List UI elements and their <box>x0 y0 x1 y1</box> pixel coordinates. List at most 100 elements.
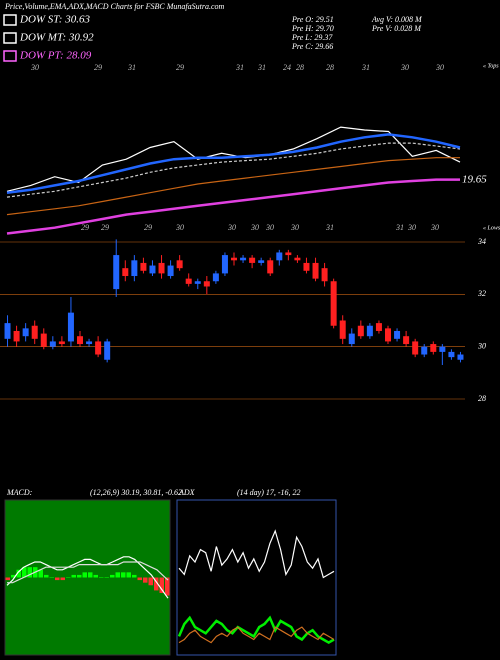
candle-body <box>49 341 56 347</box>
candle-body <box>276 252 283 261</box>
legend-swatch <box>3 50 17 62</box>
candle-body <box>40 333 47 347</box>
candle-body <box>13 330 20 342</box>
legend-label: DOW PT: 28.09 <box>19 50 92 62</box>
y-tick-label: 28 <box>478 394 486 403</box>
candle-body <box>385 328 391 342</box>
histogram-bar <box>148 577 153 586</box>
candle-body <box>167 265 174 277</box>
panel-label: MACD: <box>6 488 33 497</box>
histogram-bar <box>93 574 98 578</box>
date-label: 28 <box>326 63 334 72</box>
date-label: 24 <box>283 63 291 72</box>
line-series <box>6 142 461 198</box>
histogram-bar <box>66 577 71 578</box>
legend-swatch <box>3 32 17 44</box>
line-series <box>6 157 460 216</box>
candle-body <box>58 341 65 345</box>
page-title: Price,Volume,EMA,ADX,MACD Charts for FSB… <box>4 2 225 11</box>
candle-body <box>77 336 83 345</box>
stat-label: Pre O: 29.51 <box>291 15 334 24</box>
date-label: 30 <box>250 223 259 232</box>
candle-body <box>348 333 355 345</box>
histogram-bar <box>121 572 126 578</box>
candle-body <box>249 257 256 263</box>
candle-body <box>421 346 428 355</box>
histogram-bar <box>137 577 142 581</box>
candle-body <box>240 257 247 261</box>
histogram-bar <box>110 574 115 578</box>
line-series <box>6 133 461 194</box>
candle-body <box>330 281 337 326</box>
histogram-bar <box>104 577 109 578</box>
candle-body <box>122 268 129 277</box>
annotation: 19.65 <box>462 174 487 186</box>
candle-body <box>294 257 301 261</box>
candle-body <box>448 351 455 358</box>
legend-label: DOW ST: 30.63 <box>19 14 90 26</box>
candle-body <box>212 273 219 282</box>
candle-body <box>439 346 446 352</box>
histogram-bar <box>88 572 93 578</box>
candle-body <box>403 336 410 345</box>
candle-body <box>149 265 156 274</box>
histogram-bar <box>27 567 32 578</box>
date-label: 30 <box>430 223 439 232</box>
y-tick-label: 30 <box>477 341 486 350</box>
panel-background <box>4 499 171 656</box>
date-label: 30 <box>265 223 274 232</box>
candle-body <box>22 328 29 337</box>
stat-label: Pre L: 29.37 <box>291 33 333 42</box>
candle-body <box>258 260 265 263</box>
candle-body <box>158 262 165 274</box>
stat-label: Pre H: 29.70 <box>291 24 334 33</box>
y-tick-label: 34 <box>477 237 486 246</box>
histogram-bar <box>38 569 43 578</box>
candle-body <box>31 325 38 339</box>
histogram-bar <box>22 567 27 578</box>
histogram-bar <box>115 572 120 578</box>
lows-label: « Lows <box>483 225 500 231</box>
candle-body <box>339 320 346 339</box>
date-label: 30 <box>435 63 444 72</box>
date-label: 30 <box>175 223 184 232</box>
date-label: 30 <box>227 223 236 232</box>
histogram-bar <box>11 574 16 578</box>
date-label: 31 <box>127 63 136 72</box>
candle-body <box>131 260 138 277</box>
date-label: 31 <box>235 63 244 72</box>
panel-label: ADX <box>178 488 196 497</box>
candle-body <box>231 257 237 261</box>
date-label: 29 <box>144 223 152 232</box>
stat-label: Pre C: 29.66 <box>291 42 333 51</box>
date-label: 31 <box>325 223 334 232</box>
line-series <box>6 178 460 235</box>
candle-body <box>412 341 419 355</box>
panel-info: (14 day) 17, -16, 22 <box>237 488 301 497</box>
candle-body <box>285 252 292 256</box>
histogram-bar <box>126 572 131 578</box>
histogram-bar <box>55 577 60 581</box>
date-label: 28 <box>296 63 304 72</box>
panel-border <box>176 499 337 656</box>
candle-body <box>176 260 183 269</box>
candle-body <box>67 312 74 342</box>
histogram-bar <box>16 569 21 578</box>
candle-body <box>4 323 11 339</box>
histogram-bar <box>154 577 159 591</box>
candle-body <box>366 325 373 337</box>
legend-label: DOW MT: 30.92 <box>19 32 94 44</box>
candle-body <box>357 325 364 337</box>
histogram-bar <box>132 574 137 578</box>
line-series <box>6 556 169 599</box>
candle-body <box>430 344 437 352</box>
date-label: 30 <box>407 223 416 232</box>
candle-body <box>457 354 464 360</box>
date-label: 30 <box>290 223 299 232</box>
candle-body <box>321 268 328 282</box>
histogram-bar <box>165 577 170 596</box>
legend-swatch <box>3 14 17 26</box>
line-series <box>7 561 169 584</box>
histogram-bar <box>82 572 87 578</box>
